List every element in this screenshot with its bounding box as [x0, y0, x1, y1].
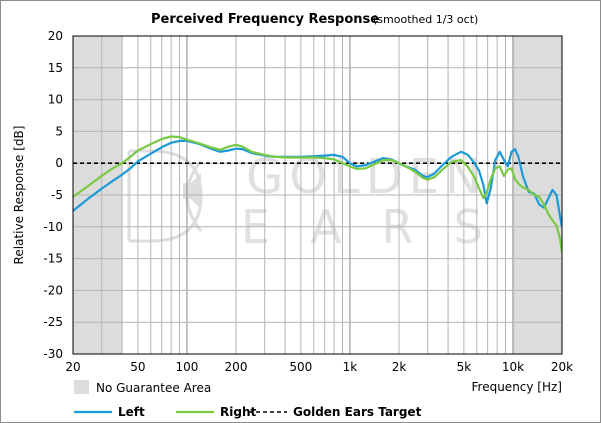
y-tick-label: -10 — [43, 220, 63, 234]
legend-label-left: Left — [118, 405, 145, 419]
x-tick-labels: 20 50 100 200 500 1k 2k 5k 10k 20k — [65, 360, 573, 374]
no-guarantee-swatch — [74, 380, 89, 394]
x-tick-label: 50 — [130, 360, 145, 374]
x-axis-label: Frequency [Hz] — [472, 380, 563, 394]
y-tick-label: 0 — [55, 156, 63, 170]
series-line-right — [73, 135, 562, 253]
legend-label-right: Right — [220, 405, 256, 419]
y-tick-label: 10 — [48, 93, 63, 107]
legend: Left Right Golden Ears Target — [74, 405, 422, 419]
y-axis-label: Relative Response [dB] — [12, 126, 26, 265]
no-guarantee-label: No Guarantee Area — [96, 381, 211, 395]
y-tick-label: -30 — [43, 347, 63, 361]
y-tick-label: 15 — [48, 61, 63, 75]
x-tick-label: 200 — [225, 360, 248, 374]
x-tick-label: 5k — [457, 360, 472, 374]
plot-border — [72, 35, 563, 355]
legend-label-golden-ears-target: Golden Ears Target — [293, 405, 422, 419]
x-tick-label: 100 — [175, 360, 198, 374]
y-tick-label: -20 — [43, 283, 63, 297]
chart-subtitle: (smoothed 1/3 oct) — [373, 13, 478, 26]
series-group — [73, 135, 562, 253]
y-tick-label: -5 — [51, 188, 63, 202]
x-tick-label: 20 — [65, 360, 80, 374]
y-tick-label: -15 — [43, 252, 63, 266]
x-tick-label: 2k — [392, 360, 407, 374]
x-tick-label: 20k — [551, 360, 573, 374]
watermark-logo-icon — [127, 149, 203, 243]
x-tick-label: 1k — [343, 360, 358, 374]
legend-no-guarantee: No Guarantee Area — [74, 380, 211, 395]
x-tick-label: 500 — [289, 360, 312, 374]
y-tick-label: 5 — [55, 124, 63, 138]
y-tick-label: 20 — [48, 29, 63, 43]
x-tick-label: 10k — [502, 360, 524, 374]
y-tick-label: -25 — [43, 315, 63, 329]
y-tick-labels: 20 15 10 5 0 -5 -10 -15 -20 -25 -30 — [43, 29, 63, 361]
chart-title: Perceived Frequency Response — [151, 12, 379, 27]
